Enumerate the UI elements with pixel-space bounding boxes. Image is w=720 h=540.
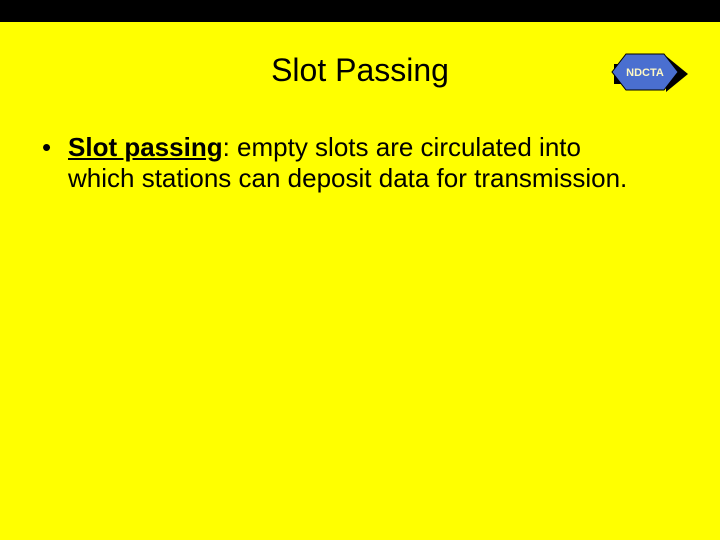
bullet-sep: : [223,132,237,162]
bullet-text: Slot passing: empty slots are circulated… [68,132,638,194]
top-bar [0,0,720,22]
logo-icon: NDCTA [608,50,690,96]
logo-text: NDCTA [626,67,664,79]
slide-body: Slot Passing NDCTA • Slot passing: empty… [0,22,720,540]
bullet-term: Slot passing [68,132,223,162]
slide: Slot Passing NDCTA • Slot passing: empty… [0,0,720,540]
bullet-marker: • [38,132,68,163]
bullet-list: • Slot passing: empty slots are circulat… [38,132,638,194]
bullet-item: • Slot passing: empty slots are circulat… [38,132,638,194]
logo-badge: NDCTA [608,50,690,96]
